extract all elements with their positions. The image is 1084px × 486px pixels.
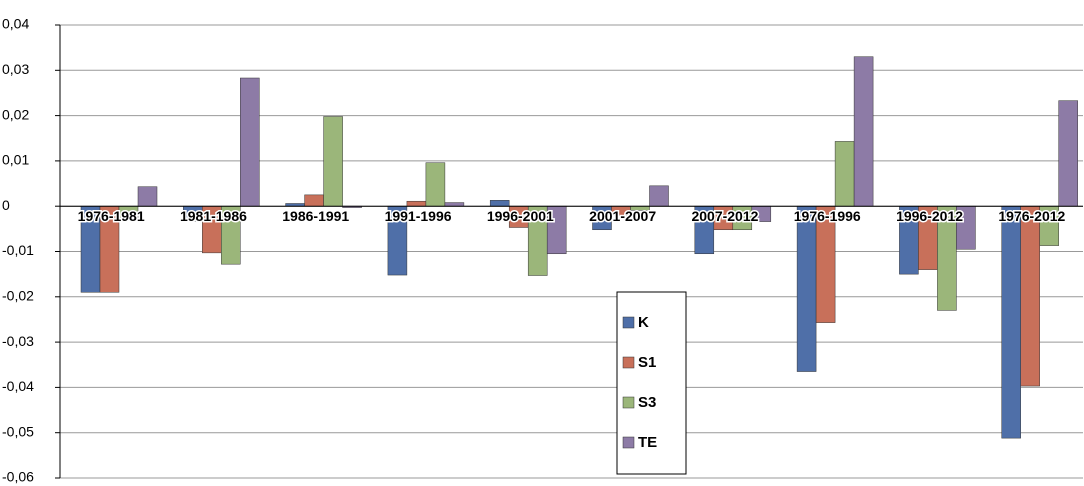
bar [796, 205, 817, 372]
bar [1020, 205, 1040, 387]
y-tick-label: 0,01 [2, 152, 29, 168]
bar [834, 141, 855, 207]
bar [853, 56, 874, 207]
bar [1058, 100, 1078, 207]
x-tick-label: 1976-2012 [998, 208, 1065, 224]
y-tick-label: 0,02 [2, 106, 29, 122]
x-tick-label: 1976-1981 [78, 208, 145, 224]
x-tick-label: 1991-1996 [385, 208, 452, 224]
bar [406, 200, 427, 207]
legend-swatch [622, 396, 635, 409]
legend-label: S3 [638, 394, 656, 411]
legend-label: K [638, 314, 649, 331]
x-tick-label: 1986-1991 [282, 208, 349, 224]
x-tick-label: 1996-2001 [487, 208, 554, 224]
y-tick-label: -0,05 [2, 423, 34, 439]
y-tick-label: -0,03 [2, 333, 34, 349]
bar [1001, 205, 1021, 439]
y-tick-label: -0,01 [2, 242, 34, 258]
bar [649, 185, 669, 207]
legend-swatch [622, 356, 635, 369]
legend-label: S1 [638, 354, 656, 371]
bar [240, 77, 260, 207]
x-tick-label: 1996-2012 [896, 208, 963, 224]
y-tick-label: -0,02 [2, 288, 34, 304]
bar [323, 116, 343, 207]
bar [304, 194, 324, 207]
bar [444, 202, 465, 207]
y-tick-label: 0,03 [2, 61, 29, 77]
y-tick-label: -0,04 [2, 378, 34, 394]
legend-label: TE [638, 434, 657, 451]
y-tick-label: 0 [2, 197, 10, 213]
x-tick-label: 2007-2012 [691, 208, 758, 224]
bar [489, 200, 510, 207]
bar [425, 162, 446, 207]
legend-swatch [622, 436, 635, 449]
y-tick-label: 0,04 [2, 16, 29, 32]
bar [137, 186, 158, 207]
x-tick-label: 1976-1996 [794, 208, 861, 224]
x-tick-label: 1981-1986 [180, 208, 247, 224]
legend-swatch [622, 316, 635, 329]
y-tick-label: -0,06 [2, 469, 34, 485]
x-tick-label: 2001-2007 [589, 208, 656, 224]
